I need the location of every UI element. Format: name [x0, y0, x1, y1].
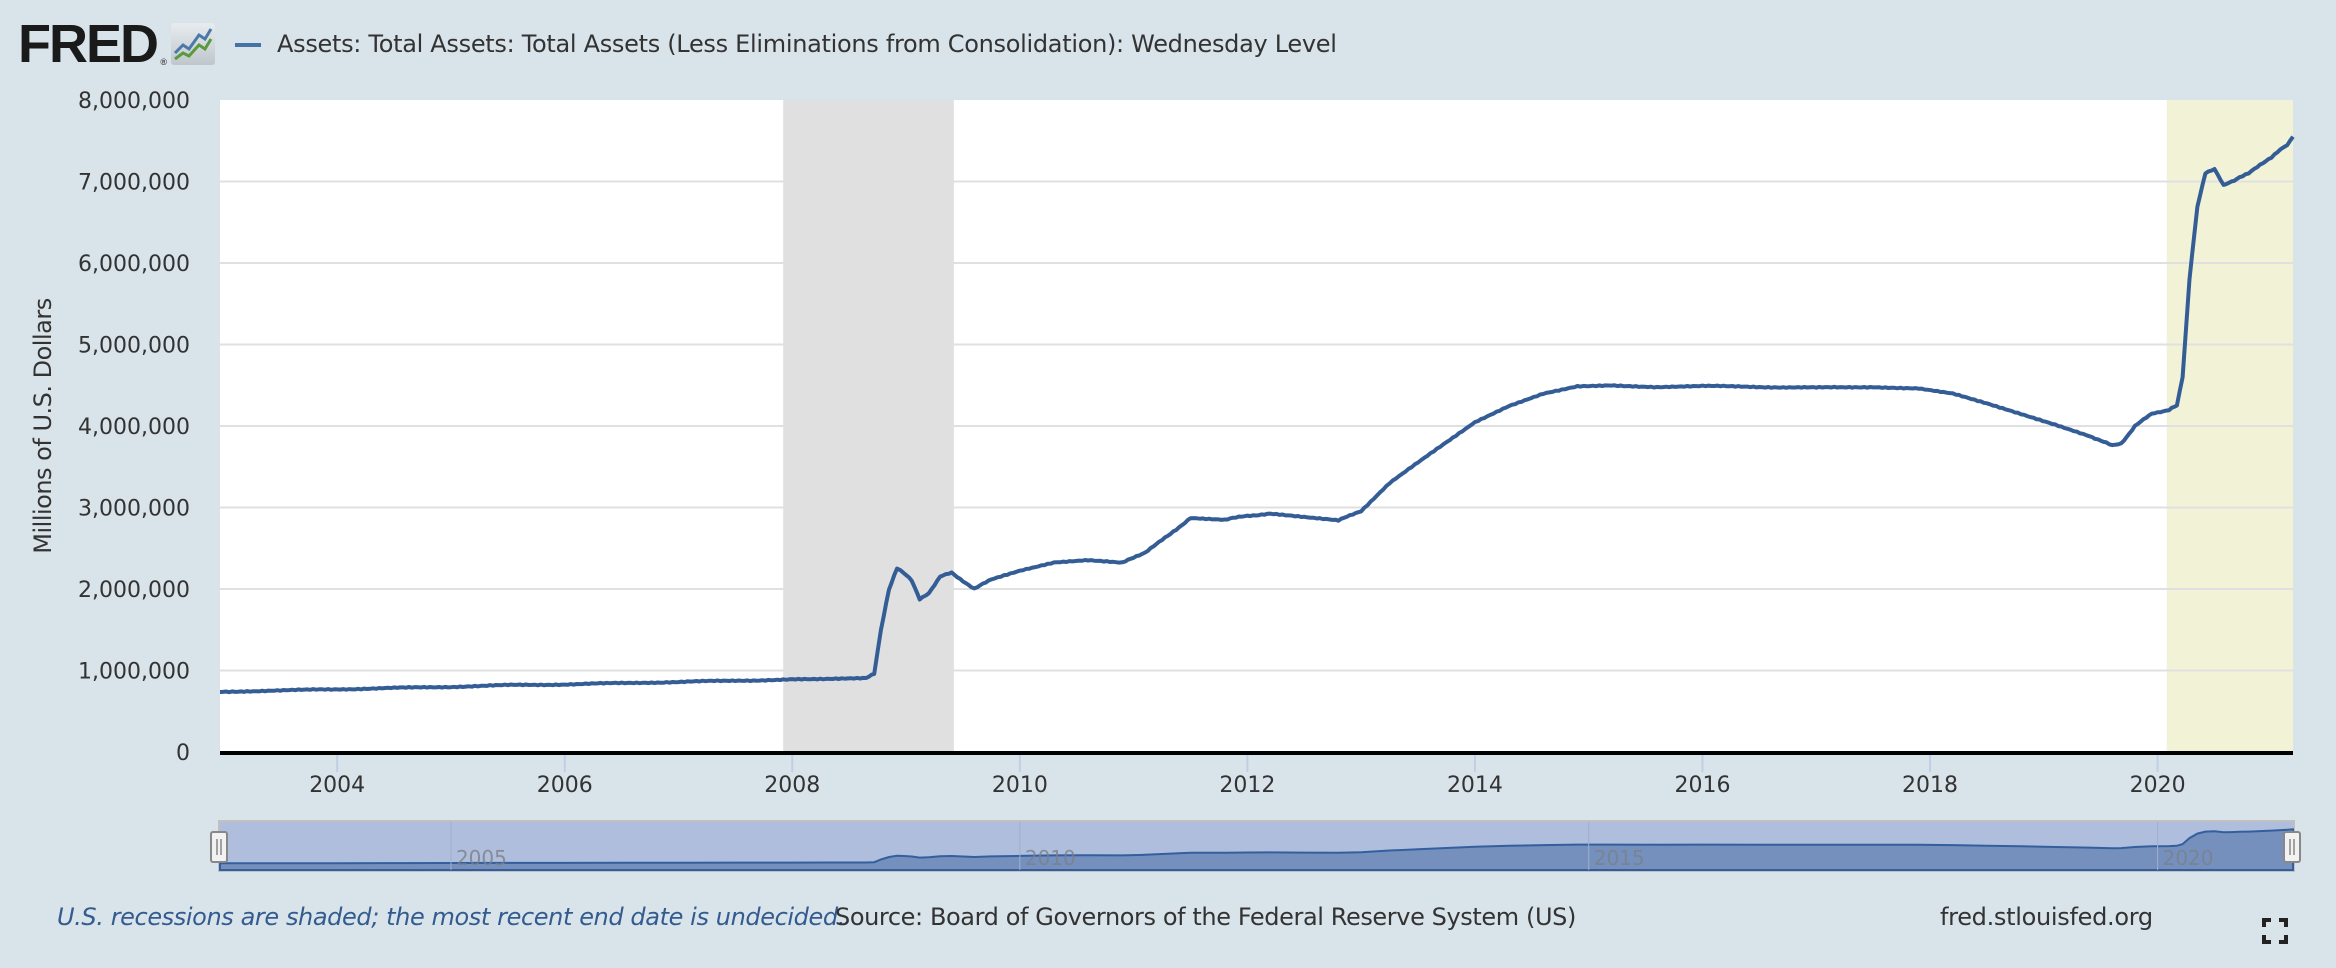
fred-logo[interactable]: FRED ®: [18, 14, 167, 74]
fullscreen-icon[interactable]: [2262, 918, 2288, 944]
handle-body[interactable]: [210, 831, 228, 863]
source-text: Source: Board of Governors of the Federa…: [835, 903, 1576, 931]
x-tick-label: 2010: [992, 773, 1048, 798]
legend-label: Assets: Total Assets: Total Assets (Less…: [277, 30, 1337, 58]
y-tick-label: 2,000,000: [78, 578, 190, 603]
y-tick-label: 6,000,000: [78, 252, 190, 277]
fred-logo-text: FRED: [18, 14, 159, 74]
handle-body[interactable]: [2283, 831, 2301, 863]
x-tick-label: 2012: [1219, 773, 1275, 798]
y-tick-label: 8,000,000: [78, 89, 190, 114]
y-tick-label: 4,000,000: [78, 415, 190, 440]
series-line: [219, 135, 2295, 695]
chart-line-icon: [171, 23, 215, 65]
y-tick-label: 3,000,000: [78, 497, 190, 522]
navigator-handle-left[interactable]: [210, 831, 228, 863]
x-tick-label: 2008: [764, 773, 820, 798]
navigator-label: 2005: [456, 846, 507, 870]
y-tick-label: 0: [176, 741, 190, 766]
x-tick-label: 2004: [309, 773, 365, 798]
y-tick-label: 1,000,000: [78, 660, 190, 685]
navigator-label: 2020: [2163, 846, 2214, 870]
recession-note: U.S. recessions are shaded; the most rec…: [57, 903, 845, 931]
legend[interactable]: Assets: Total Assets: Total Assets (Less…: [235, 30, 1337, 58]
site-url[interactable]: fred.stlouisfed.org: [1940, 903, 2153, 931]
registered-mark: ®: [160, 57, 166, 67]
y-tick-label: 7,000,000: [78, 171, 190, 196]
legend-swatch: [235, 43, 261, 47]
y-axis-label: Millions of U.S. Dollars: [29, 298, 57, 553]
header: FRED ® Assets: Total Assets: Total Assets…: [18, 14, 1337, 74]
navigator-handle-right[interactable]: [2283, 831, 2301, 863]
x-tick-label: 2006: [537, 773, 593, 798]
navigator-series: [219, 828, 2294, 871]
x-tick-label: 2020: [2130, 773, 2186, 798]
x-tick-label: 2014: [1447, 773, 1503, 798]
navigator-label: 2010: [1025, 846, 1076, 870]
x-tick-label: 2018: [1902, 773, 1958, 798]
y-tick-label: 5,000,000: [78, 334, 190, 359]
navigator-label: 2015: [1594, 846, 1645, 870]
x-tick-label: 2016: [1675, 773, 1731, 798]
